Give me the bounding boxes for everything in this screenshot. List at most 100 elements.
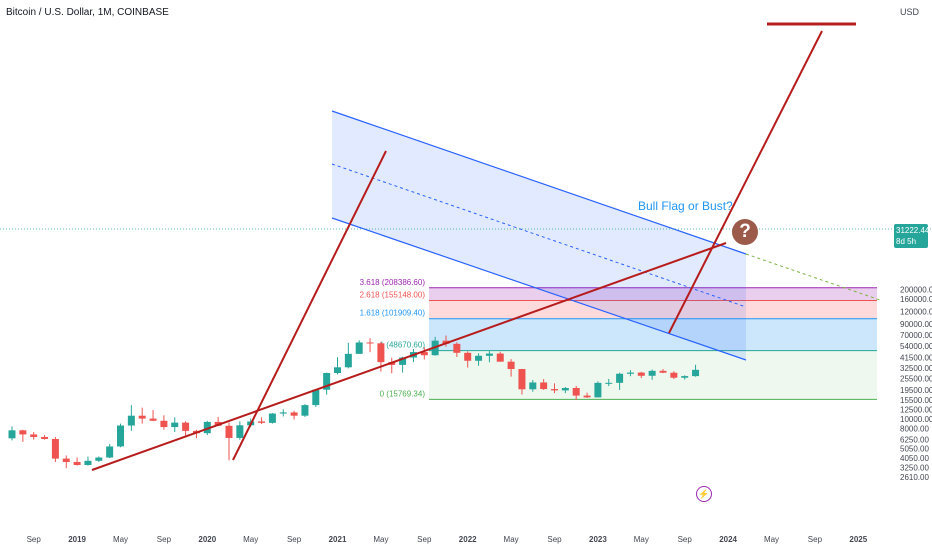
x-tick-label: Sep xyxy=(417,535,432,544)
candle-body xyxy=(73,461,81,465)
y-tick-label: 54000.00 xyxy=(900,342,932,351)
fib-level-label: 0 (15769.34) xyxy=(380,389,426,398)
last-price: 31222.44 xyxy=(896,226,930,235)
y-tick-label: 200000.00 xyxy=(900,286,932,295)
candle-body xyxy=(19,430,27,435)
candle-body xyxy=(138,415,146,419)
candle-body xyxy=(572,387,580,396)
candle-body xyxy=(496,353,504,362)
x-tick-label: Sep xyxy=(287,535,302,544)
candle-body xyxy=(258,421,266,423)
candle-body xyxy=(41,436,49,439)
y-tick-label: 12500.00 xyxy=(900,405,932,414)
projection-trendline xyxy=(668,30,823,334)
channel-upper xyxy=(331,110,747,255)
candle-body xyxy=(344,353,352,368)
candle-body xyxy=(583,395,591,398)
fib-level-label: 2.618 (155148.00) xyxy=(360,291,426,300)
candle-body xyxy=(366,342,374,344)
candle-body xyxy=(312,389,320,406)
fib-band xyxy=(429,318,877,351)
candle-body xyxy=(551,389,558,391)
trendlines[interactable] xyxy=(91,22,856,471)
x-tick-label: Sep xyxy=(157,535,172,544)
lightning-icon[interactable]: ⚡ xyxy=(696,486,712,502)
x-tick-label: Sep xyxy=(547,535,562,544)
y-tick-label: 3250.00 xyxy=(900,464,929,473)
candle-body xyxy=(301,405,309,416)
candle-body xyxy=(648,370,656,376)
last-price-badge: 31222.44 8d 5h xyxy=(894,224,930,248)
x-tick-label: 2020 xyxy=(198,535,216,544)
candle-body xyxy=(117,425,124,447)
channel-fill xyxy=(332,111,746,360)
x-tick-label: 2021 xyxy=(329,535,347,544)
x-tick-label: May xyxy=(764,535,779,544)
y-tick-label: 120000.00 xyxy=(900,308,932,317)
y-tick-label: 4050.00 xyxy=(900,454,929,463)
candle-body xyxy=(279,412,287,414)
x-tick-label: Sep xyxy=(678,535,693,544)
y-tick-label: 19500.00 xyxy=(900,386,932,395)
candle-body xyxy=(182,422,190,431)
candle-body xyxy=(8,430,16,439)
candle-body xyxy=(355,342,363,354)
candle-body xyxy=(518,369,526,390)
y-tick-label: 90000.00 xyxy=(900,320,932,329)
candle-body xyxy=(507,361,515,370)
candle-body xyxy=(616,373,624,383)
y-tick-label: 8000.00 xyxy=(900,425,929,434)
candle-body xyxy=(453,343,461,353)
y-tick-label: 160000.00 xyxy=(900,295,932,304)
bull-flag-annotation[interactable]: Bull Flag or Bust? xyxy=(638,199,733,213)
x-tick-label: May xyxy=(113,535,128,544)
x-tick-label: 2019 xyxy=(68,535,86,544)
candle-body xyxy=(692,369,700,377)
candle-body xyxy=(84,460,92,465)
channel-median xyxy=(331,163,747,308)
candle-countdown: 8d 5h xyxy=(896,237,917,246)
y-tick-label: 25500.00 xyxy=(900,375,932,384)
candle-body xyxy=(659,370,667,373)
candle-body xyxy=(561,387,569,391)
y-tick-label: 10000.00 xyxy=(900,415,932,424)
candle-body xyxy=(225,425,233,438)
candle-body xyxy=(485,353,493,356)
currency-label[interactable]: USD xyxy=(900,7,920,17)
y-tick-label: 2610.00 xyxy=(900,473,929,482)
candle-body xyxy=(605,382,613,384)
candle-body xyxy=(268,413,276,423)
candle-body xyxy=(626,372,634,374)
x-tick-label: 2024 xyxy=(719,535,737,544)
candle-body xyxy=(399,357,407,365)
support-trendline xyxy=(91,242,727,471)
candle-body xyxy=(95,457,103,461)
breakout-trendline xyxy=(232,150,387,461)
candle-body xyxy=(323,373,331,390)
fib-band xyxy=(429,300,877,319)
candle-body xyxy=(171,422,179,428)
candle-body xyxy=(51,438,59,459)
descending-channel[interactable] xyxy=(331,110,881,361)
candle-body xyxy=(203,421,211,434)
candle-body xyxy=(149,418,157,421)
candle-body xyxy=(290,412,298,416)
x-tick-label: 2023 xyxy=(589,535,607,544)
y-tick-label: 41500.00 xyxy=(900,354,932,363)
candle-body xyxy=(681,376,689,378)
candle-body xyxy=(594,382,602,398)
x-tick-label: May xyxy=(504,535,519,544)
x-tick-label: Sep xyxy=(808,535,823,544)
candle-body xyxy=(334,367,341,374)
candle-body xyxy=(464,352,472,361)
y-tick-label: 15500.00 xyxy=(900,396,932,405)
question-circle-icon[interactable]: ? xyxy=(732,219,758,245)
x-tick-label: 2025 xyxy=(849,535,867,544)
axes: 200000.00160000.00 120000.00 90000.00 70000… xyxy=(0,228,932,544)
chart-title: Bitcoin / U.S. Dollar, 1M, COINBASE xyxy=(6,7,169,18)
candle-body xyxy=(637,372,645,376)
fib-band xyxy=(429,287,877,301)
channel-lower xyxy=(331,217,747,361)
x-tick-label: 2022 xyxy=(459,535,477,544)
